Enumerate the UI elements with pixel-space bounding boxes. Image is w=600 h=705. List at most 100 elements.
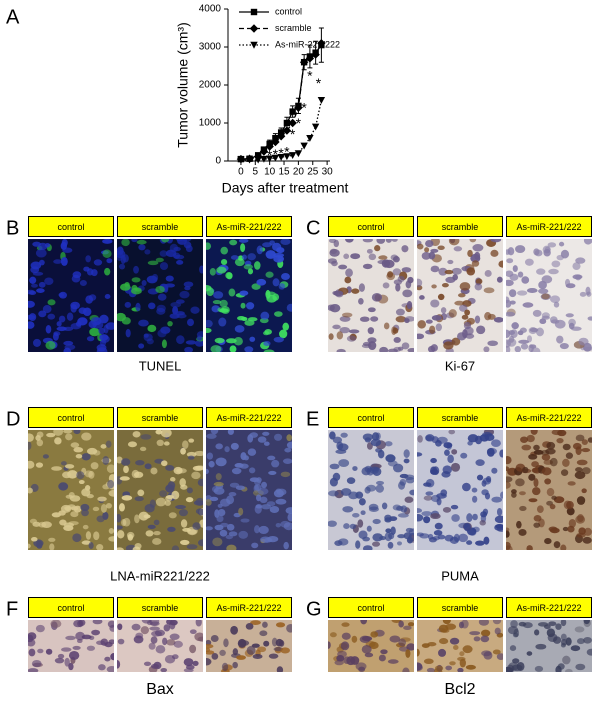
cell [469,631,481,636]
cell [427,641,437,647]
cell [548,526,558,532]
panel-caption: TUNEL [139,358,182,373]
cell [254,504,262,514]
cell [206,242,212,250]
cell [81,509,89,517]
cell [65,635,76,641]
cell [144,249,151,255]
significance-mark: * [284,143,290,159]
cell [329,303,341,313]
cell [484,269,492,277]
cell [532,309,542,317]
cell [92,506,100,512]
cell [436,436,448,444]
cell [581,439,588,445]
cell [443,442,453,449]
cell [247,317,258,322]
cell [73,447,84,453]
cell [209,267,216,276]
cell [131,239,138,243]
cell [506,258,514,264]
cell [403,458,410,464]
cell [104,267,111,276]
cell [392,463,404,473]
cell [329,463,340,470]
cell [481,629,491,637]
cell [99,334,109,341]
cell [472,244,484,252]
cell [261,481,267,489]
cell [417,278,423,288]
cell [70,442,80,448]
cell [338,538,349,546]
cell [176,335,185,345]
micrograph-content [506,430,592,550]
cell [425,491,434,496]
cell [421,511,433,517]
cell [378,255,388,260]
cell [285,507,292,514]
cell [97,496,107,502]
cell [393,337,401,343]
cell [254,478,261,486]
cell [404,316,414,322]
cell [252,654,263,659]
cell [402,289,413,298]
cell [402,667,410,672]
cell [233,336,243,346]
cell [28,441,32,450]
cell [511,322,519,330]
significance-mark: * [316,75,322,91]
y-tick-label: 2000 [199,80,222,91]
cell [86,493,94,499]
cell [329,431,336,440]
cell [58,482,69,491]
cell [343,523,350,530]
micrograph-content [506,620,592,672]
cell [506,545,513,550]
cell [286,624,292,633]
marker [311,50,320,59]
cell [226,523,235,531]
cell [417,664,423,672]
cell [447,259,454,265]
cell [237,638,247,648]
significance-mark: * [296,115,302,131]
cell [47,313,56,320]
cell [454,300,465,306]
cell [430,513,441,520]
cell [518,529,527,536]
cell [220,258,228,265]
cell [62,247,73,253]
cell [150,636,158,644]
cell [368,341,377,350]
cell [206,499,212,506]
cell [109,624,114,632]
panel-caption: PUMA [441,568,479,583]
cell [441,628,450,633]
cell [445,276,456,284]
cell [96,543,104,550]
cell [579,291,587,297]
cell [152,538,162,545]
cell [199,265,203,274]
micrograph [117,430,203,550]
cell [328,520,337,527]
cell [344,276,352,284]
cell [220,246,229,255]
cell [232,661,238,669]
cell [479,520,486,526]
cell [526,545,533,550]
cell [88,635,95,641]
cell [266,294,277,303]
cell [117,638,125,645]
cell [147,524,156,530]
cell [194,450,203,457]
cell [279,640,285,647]
cell [76,471,85,480]
cell [483,536,490,545]
cell [520,343,529,350]
cell [464,309,471,316]
cell [28,300,35,308]
micrograph-content [117,620,203,672]
